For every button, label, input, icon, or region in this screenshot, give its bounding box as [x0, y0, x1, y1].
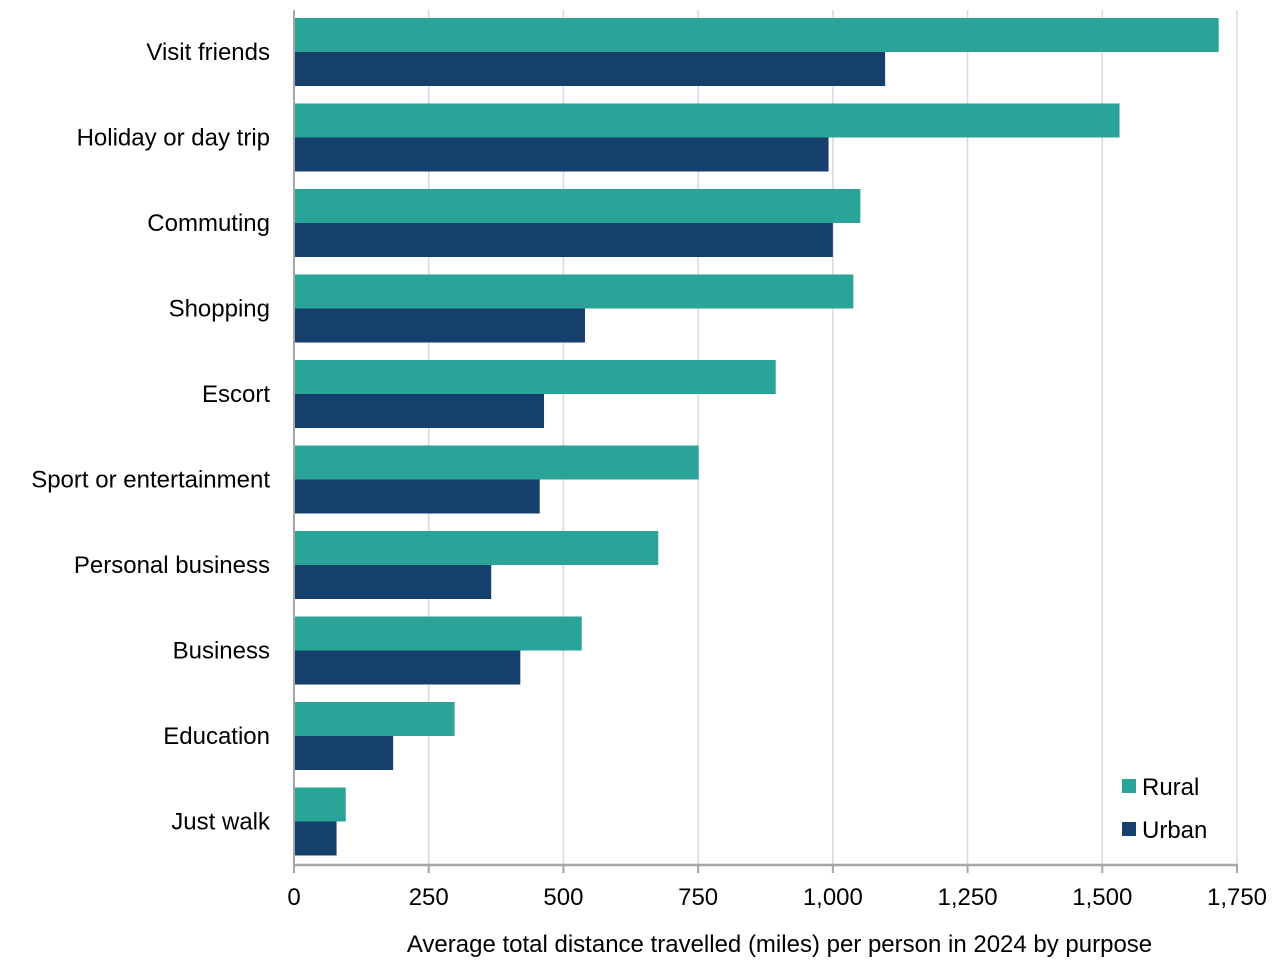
legend-swatch-rural [1122, 779, 1136, 793]
legend-label-urban: Urban [1142, 817, 1207, 844]
category-label: Escort [202, 381, 270, 408]
bar-urban [294, 223, 833, 257]
bar-rural [294, 18, 1219, 52]
category-label: Just walk [171, 809, 271, 836]
x-tick-label: 1,500 [1072, 884, 1132, 911]
x-tick-label: 250 [409, 884, 449, 911]
category-label: Commuting [147, 210, 270, 237]
category-label: Shopping [169, 296, 270, 323]
bar-urban [294, 394, 545, 428]
bar-rural [294, 531, 659, 565]
tick-labels: 0 250 500 750 1,000 1,250 1,500 1,750 [287, 884, 1267, 911]
category-label: Visit friends [146, 39, 270, 66]
x-tick-label: 1,000 [803, 884, 863, 911]
category-label: Sport or entertainment [31, 467, 270, 494]
bar-rural [294, 189, 861, 223]
x-tick-label: 1,750 [1207, 884, 1267, 911]
bar-rural [294, 702, 455, 736]
category-label: Business [173, 638, 270, 665]
bar-urban [294, 137, 829, 172]
bar-urban [294, 821, 337, 856]
category-label: Holiday or day trip [77, 125, 270, 152]
bar-urban [294, 736, 394, 770]
bar-rural [294, 787, 346, 822]
x-tick-label: 0 [287, 884, 300, 911]
bar-rural [294, 445, 699, 480]
legend-label-rural: Rural [1142, 774, 1199, 801]
category-label: Education [163, 723, 270, 750]
bar-urban [294, 308, 585, 343]
bar-rural [294, 360, 776, 394]
legend: Rural Urban [1122, 774, 1207, 844]
category-labels: Visit friends Holiday or day trip Commutin… [31, 39, 271, 836]
bar-urban [294, 650, 521, 685]
bar-rural [294, 103, 1120, 138]
x-tick-label: 750 [678, 884, 718, 911]
bar-urban [294, 52, 886, 86]
category-label: Personal business [74, 552, 270, 579]
bar-urban [294, 479, 540, 514]
bars [294, 18, 1219, 856]
x-axis-title: Average total distance travelled (miles)… [407, 931, 1152, 958]
bar-rural [294, 274, 854, 309]
axes [293, 10, 1238, 873]
bar-rural [294, 616, 582, 651]
x-tick-label: 1,250 [938, 884, 998, 911]
bar-urban [294, 565, 492, 599]
x-tick-label: 500 [543, 884, 583, 911]
legend-swatch-urban [1122, 822, 1136, 836]
